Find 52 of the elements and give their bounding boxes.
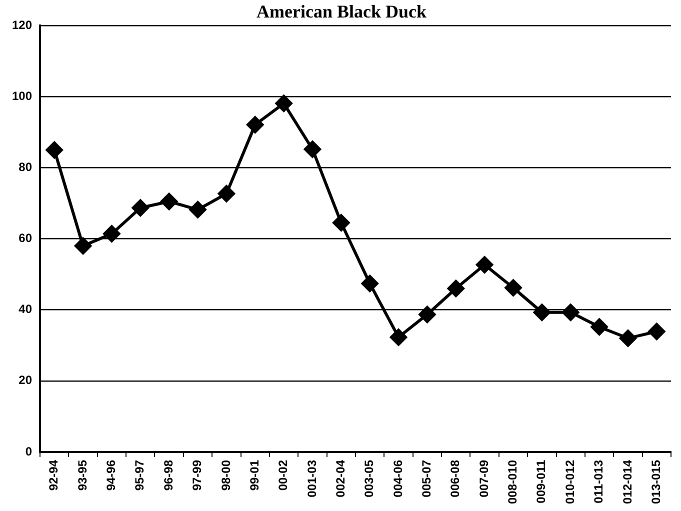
x-tick-label: 99-01 (247, 460, 262, 491)
point (74, 237, 92, 254)
x-tick-label: 005-07 (420, 460, 434, 498)
x-tick-label: 003-05 (362, 460, 376, 498)
point (361, 275, 378, 292)
point (590, 318, 608, 336)
point (160, 192, 178, 210)
y-tick-label: 80 (18, 160, 32, 174)
point (619, 330, 636, 347)
x-tick-label: 00-02 (276, 460, 290, 491)
x-tick-label: 93-95 (75, 460, 90, 491)
x-tick-label: 002-04 (333, 460, 348, 498)
point (246, 116, 264, 134)
x-tick-label: 012-014 (620, 460, 634, 504)
point (332, 214, 350, 232)
x-tick-label: 001-03 (304, 460, 319, 498)
point (275, 94, 292, 112)
chart-title: American Black Duck (256, 1, 426, 22)
x-tick-label: 007-09 (476, 460, 491, 498)
x-tick-label: 009-011 (534, 460, 548, 504)
point (562, 304, 580, 321)
point (418, 306, 436, 323)
point (304, 140, 321, 158)
x-tick-label: 004-06 (390, 460, 405, 498)
x-tick-label: 95-97 (132, 460, 147, 491)
point (132, 199, 149, 216)
x-tick-label: 92-94 (46, 460, 61, 491)
y-tick-label: 60 (18, 231, 32, 246)
point (533, 304, 550, 321)
point (218, 185, 235, 202)
x-tick-label: 011-013 (592, 460, 606, 504)
y-tick-label: 40 (18, 302, 32, 316)
point (447, 280, 464, 298)
point (476, 256, 494, 274)
point (648, 323, 666, 340)
x-tick-label: 010-012 (562, 460, 577, 504)
x-tick-label: 98-00 (218, 460, 233, 491)
x-tick-label: 97-99 (190, 460, 204, 491)
y-tick-label: 120 (12, 18, 32, 32)
x-tick-label: 94-96 (104, 460, 118, 491)
x-tick-label: 96-98 (161, 460, 176, 491)
y-tick-label: 100 (12, 88, 32, 103)
point (189, 201, 206, 218)
x-tick-label: 008-010 (506, 460, 520, 504)
point (390, 328, 408, 346)
point (504, 279, 522, 296)
x-tick-label: 006-08 (448, 460, 462, 498)
point (103, 225, 120, 242)
y-tick-label: 20 (18, 373, 32, 388)
x-tick-label: 013-015 (648, 460, 663, 504)
y-tick-label: 0 (25, 444, 32, 458)
point (46, 141, 63, 158)
